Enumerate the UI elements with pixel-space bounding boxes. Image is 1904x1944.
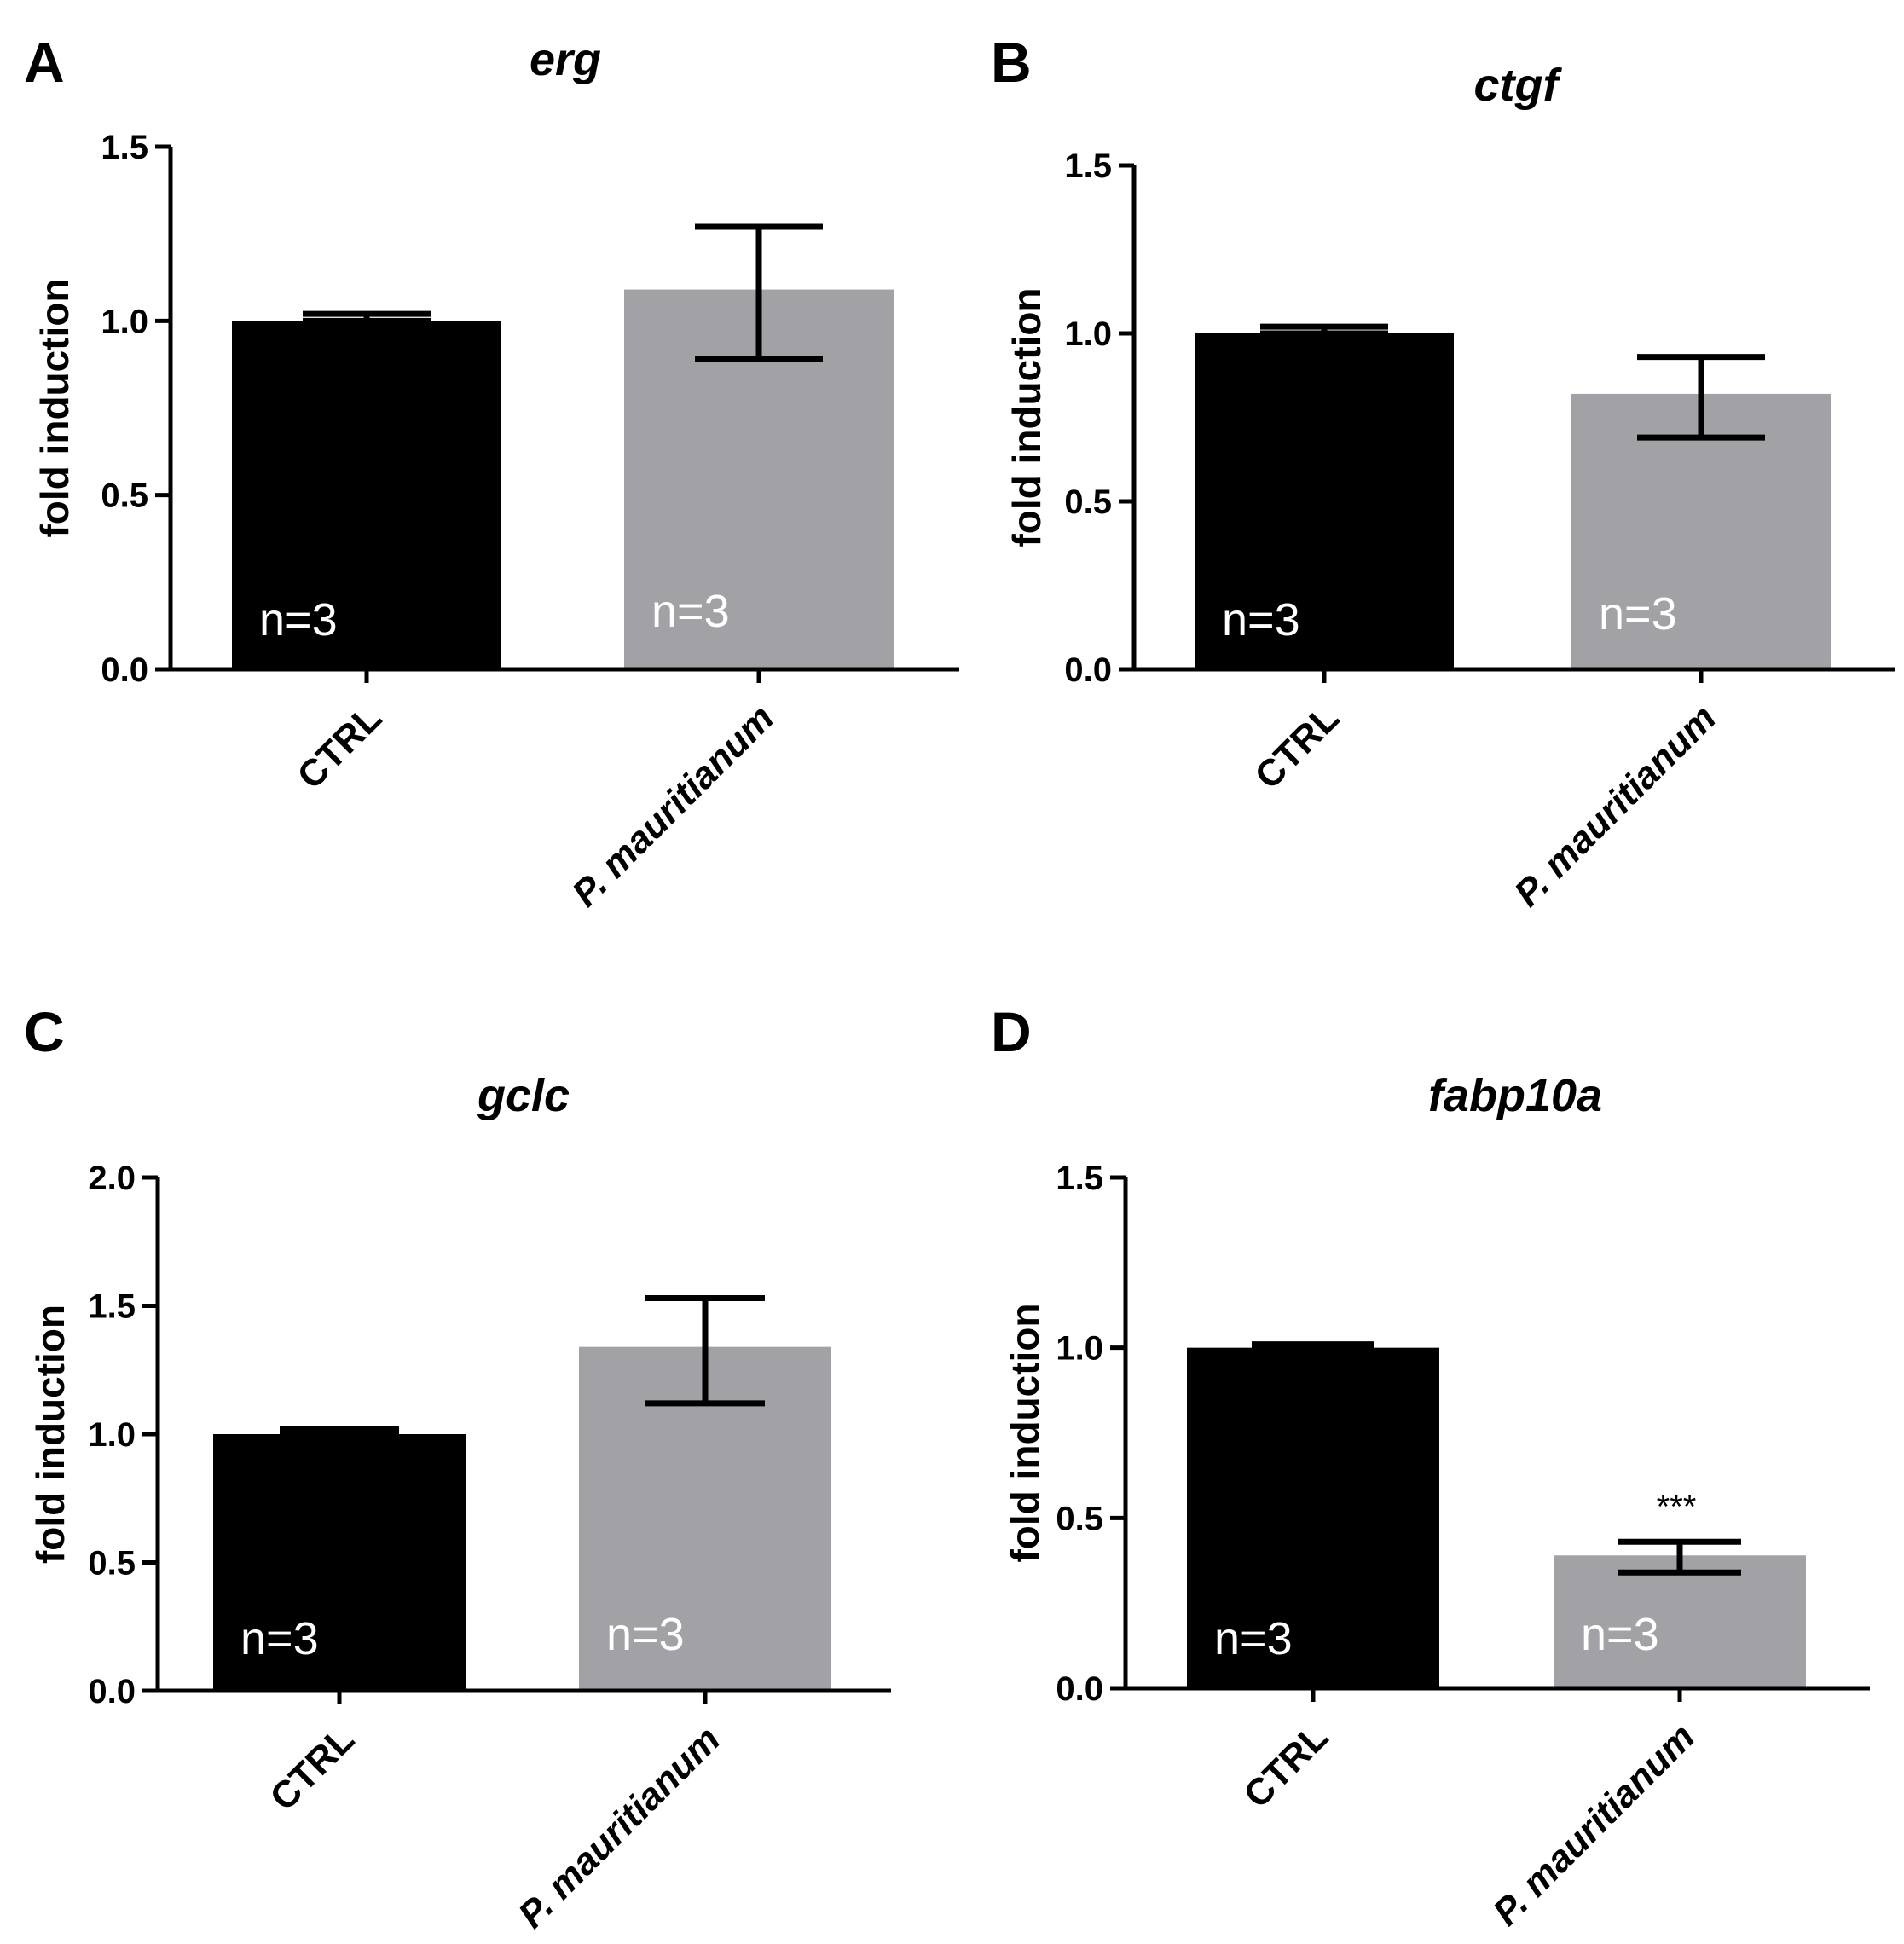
panel-d-y-axis-label: fold induction xyxy=(1003,1303,1047,1562)
panel-c-y-tick-label-2: 1.0 xyxy=(88,1416,136,1454)
panel-c-y-tick-label-4: 2.0 xyxy=(88,1160,136,1197)
panel-b-title: ctgf xyxy=(1474,60,1563,111)
panel-b-letter: B xyxy=(991,31,1032,94)
panel-b-y-tick-label-0: 0.0 xyxy=(1064,651,1112,689)
panel-c-n-label-1: n=3 xyxy=(606,1609,685,1660)
panel-a-letter: A xyxy=(24,31,65,94)
panel-d-bar-treated xyxy=(1554,1555,1806,1688)
panel-d-n-label-1: n=3 xyxy=(1581,1609,1659,1660)
panel-a-y-tick-label-1: 0.5 xyxy=(101,477,148,515)
panel-c-letter: C xyxy=(24,1000,65,1063)
panel-d-title: fabp10a xyxy=(1428,1070,1602,1121)
panel-a-n-label-1: n=3 xyxy=(651,586,730,637)
panel-d-y-tick-label-1: 0.5 xyxy=(1056,1500,1103,1537)
panel-c-category-label-1: P. mauritianum xyxy=(511,1718,728,1935)
panel-d-y-tick-label-3: 1.5 xyxy=(1056,1160,1103,1197)
panel-b-n-label-1: n=3 xyxy=(1599,588,1677,639)
panel-a-y-tick-label-3: 1.5 xyxy=(101,129,148,166)
panel-a-y-axis-label: fold induction xyxy=(32,278,77,537)
panel-b-y-tick-label-3: 1.5 xyxy=(1064,148,1112,185)
panel-b-category-label-1: P. mauritianum xyxy=(1507,697,1724,914)
panel-b-y-axis-label: fold induction xyxy=(1004,287,1049,547)
panel-b-category-label-0: CTRL xyxy=(1247,697,1347,797)
panel-c-category-label-0: CTRL xyxy=(262,1718,362,1819)
panel-d-category-label-0: CTRL xyxy=(1236,1715,1336,1816)
panel-d-category-label-1: P. mauritianum xyxy=(1485,1715,1703,1933)
panel-c-n-label-0: n=3 xyxy=(240,1613,319,1664)
panel-b-bar-ctrl xyxy=(1195,333,1454,669)
panel-d-n-label-0: n=3 xyxy=(1214,1613,1293,1664)
panel-d-letter: D xyxy=(991,1000,1032,1063)
panel-a-bar-ctrl xyxy=(232,321,501,669)
panel-a-category-label-1: P. mauritianum xyxy=(564,697,782,914)
panel-c-y-tick-label-3: 1.5 xyxy=(88,1288,136,1326)
panel-d-y-tick-label-0: 0.0 xyxy=(1056,1670,1103,1708)
panel-a-y-tick-label-0: 0.0 xyxy=(101,651,148,689)
panel-c-y-axis-label: fold induction xyxy=(28,1305,72,1564)
panel-c-y-tick-label-1: 0.5 xyxy=(88,1545,136,1582)
panel-a-y-tick-label-2: 1.0 xyxy=(101,303,148,340)
panel-b-y-tick-label-1: 0.5 xyxy=(1064,483,1112,521)
panel-a-category-label-0: CTRL xyxy=(289,697,390,797)
panel-c-title: gclc xyxy=(477,1070,570,1121)
panel-c-bar-ctrl xyxy=(213,1434,466,1691)
panel-d-y-tick-label-2: 1.0 xyxy=(1056,1330,1103,1368)
panel-a-n-label-0: n=3 xyxy=(259,594,338,645)
panel-d-significance: *** xyxy=(1657,1488,1697,1525)
panel-c-y-tick-label-0: 0.0 xyxy=(88,1673,136,1710)
panel-b-y-tick-label-2: 1.0 xyxy=(1064,315,1112,353)
panel-a-title: erg xyxy=(530,34,601,85)
panel-d-bar-ctrl xyxy=(1187,1347,1439,1688)
panel-b-n-label-0: n=3 xyxy=(1222,594,1300,645)
